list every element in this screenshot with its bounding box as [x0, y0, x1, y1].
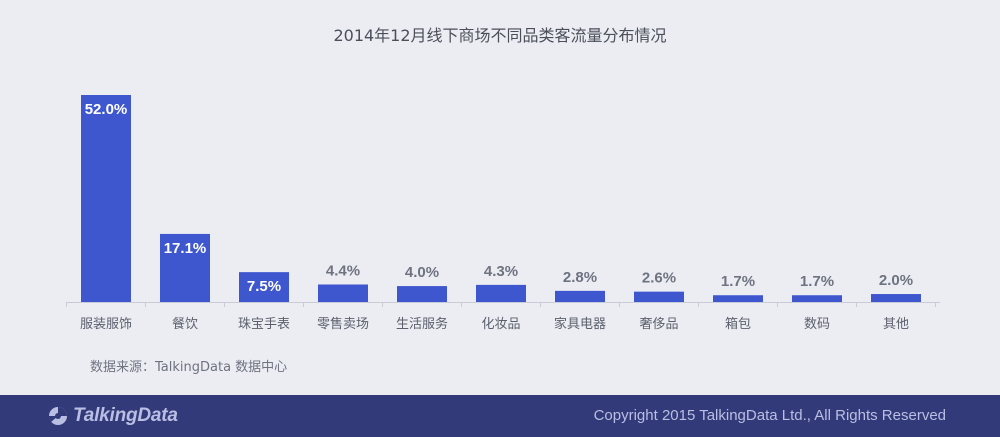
data-label: 1.7%	[721, 273, 755, 290]
data-label: 2.6%	[642, 270, 676, 287]
talkingdata-logo: TalkingData	[48, 404, 178, 428]
bar	[318, 284, 368, 302]
data-label: 2.0%	[879, 272, 913, 289]
data-label: 17.1%	[164, 240, 207, 257]
bar	[160, 233, 210, 302]
data-label: 52.0%	[85, 101, 128, 118]
x-tick-label: 珠宝手表	[238, 317, 290, 332]
x-tick-label: 餐饮	[172, 316, 198, 332]
bar	[476, 284, 526, 302]
data-label: 4.4%	[326, 262, 360, 279]
x-tick-label: 化妆品	[481, 317, 520, 332]
x-tick-label: 奢侈品	[639, 317, 678, 332]
data-label: 4.3%	[484, 263, 518, 280]
x-tick-label: 服装服饰	[80, 317, 132, 332]
x-tick-label: 其他	[883, 317, 909, 332]
x-tick-label: 家具电器	[554, 316, 606, 332]
data-label: 4.0%	[405, 264, 439, 281]
logo-text: TalkingData	[73, 405, 178, 426]
bar	[871, 294, 921, 302]
bar	[81, 95, 131, 302]
bar	[397, 286, 447, 302]
data-label: 2.8%	[563, 269, 597, 286]
copyright-text: Copyright 2015 TalkingData Ltd., All Rig…	[593, 407, 946, 424]
bar	[713, 295, 763, 302]
bar-chart: 52.0% 服装服饰 17.1% 餐饮 7.5% 珠宝手表 4.4% 零售卖场 4.0% 生活服务…	[66, 95, 940, 332]
bar	[555, 290, 605, 302]
x-tick-label: 数码	[804, 317, 830, 332]
data-label: 7.5%	[247, 278, 281, 295]
bar	[634, 291, 684, 302]
bar	[792, 295, 842, 302]
x-tick-label: 箱包	[725, 316, 751, 332]
data-label: 1.7%	[800, 273, 834, 290]
logo-icon	[48, 407, 67, 425]
x-tick-label: 生活服务	[396, 316, 448, 332]
data-source-note: 数据来源：TalkingData 数据中心	[90, 360, 288, 375]
x-tick-label: 零售卖场	[317, 316, 369, 332]
bar	[239, 272, 289, 302]
chart-title: 2014年12月线下商场不同品类客流量分布情况	[333, 26, 667, 45]
footer-bar: TalkingData Copyright 2015 TalkingData L…	[0, 395, 1000, 437]
